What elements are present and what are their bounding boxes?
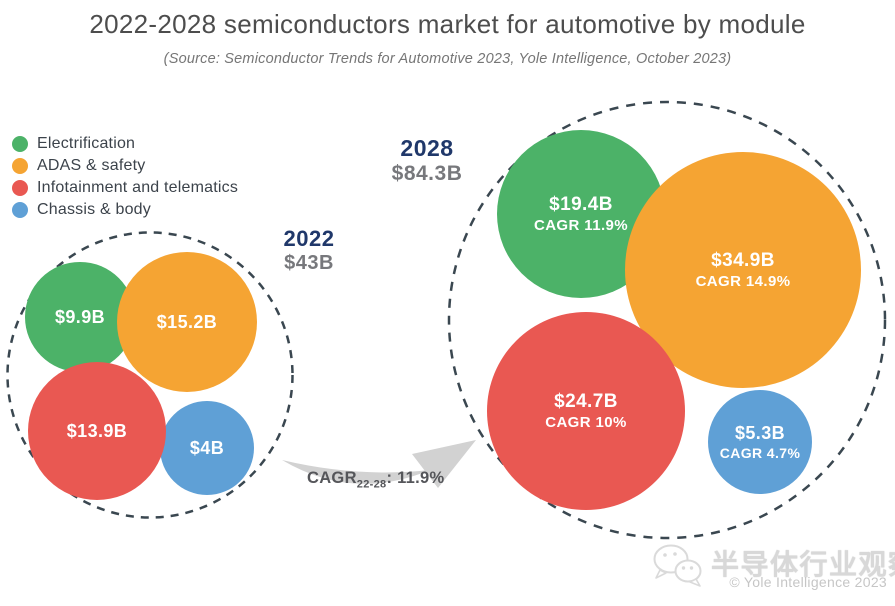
bubble-cagr: CAGR 11.9% — [533, 216, 629, 234]
legend-dot-electrification-icon — [12, 136, 28, 152]
legend-item-infotainment: Infotainment and telematics — [12, 177, 238, 199]
growth-arrow-icon — [282, 440, 476, 488]
chart-source-subtitle: (Source: Semiconductor Trends for Automo… — [163, 51, 732, 67]
bubble-2022-infotainment: $13.9B — [28, 362, 166, 500]
bubble-value: $13.9B — [66, 420, 128, 441]
legend-label: Chassis & body — [37, 201, 151, 218]
legend-dot-infotainment-icon — [12, 180, 28, 196]
legend-item-chassis-body: Chassis & body — [12, 199, 238, 221]
bubble-cagr: CAGR 4.7% — [719, 444, 801, 461]
total-2028: $84.3B — [391, 162, 463, 185]
legend-label: Infotainment and telematics — [37, 179, 239, 196]
legend-dot-adas-safety-icon — [12, 158, 28, 174]
cluster-2022-boundary — [6, 231, 294, 519]
bubble-value: $15.2B — [156, 311, 218, 332]
cagr-value: : 11.9% — [386, 469, 445, 487]
total-2022: $43B — [284, 252, 334, 274]
legend-label: Electrification — [37, 135, 136, 152]
cluster-2028-boundary — [447, 100, 887, 540]
bubble-2028-infotainment: $24.7B CAGR 10% — [487, 312, 685, 510]
cluster-2022-label: 2022 $43B — [266, 226, 352, 275]
copyright-text: © Yole Intelligence 2023 — [729, 574, 887, 590]
bubble-cagr: CAGR 14.9% — [695, 272, 791, 290]
bubble-2028-adas-safety: $34.9B CAGR 14.9% — [625, 152, 861, 388]
legend-item-adas-safety: ADAS & safety — [12, 155, 238, 177]
year-2028: 2028 — [400, 135, 454, 161]
bubble-value: $24.7B — [554, 390, 618, 412]
chart-title: 2022-2028 semiconductors market for auto… — [89, 9, 806, 39]
cluster-2028-label: 2028 $84.3B — [379, 135, 475, 186]
bubble-value: $9.9B — [54, 306, 106, 327]
bubble-2022-adas-safety: $15.2B — [117, 252, 257, 392]
bubble-value: $19.4B — [549, 193, 613, 215]
legend-dot-chassis-body-icon — [12, 202, 28, 218]
bubble-2028-chassis-body: $5.3B CAGR 4.7% — [708, 390, 812, 494]
cagr-annotation: CAGR22-28: 11.9% — [307, 469, 445, 490]
bubble-value: $34.9B — [711, 249, 775, 271]
bubble-cagr: CAGR 10% — [545, 413, 627, 431]
bubble-value: $5.3B — [734, 423, 786, 443]
wechat-icon — [653, 544, 702, 587]
cagr-subscript: 22-28 — [356, 478, 387, 491]
legend: Electrification ADAS & safety Infotainme… — [12, 133, 238, 221]
legend-label: ADAS & safety — [37, 157, 146, 174]
bubble-2022-electrification: $9.9B — [25, 262, 135, 372]
bubble-value: $4B — [189, 437, 225, 458]
bubble-2022-chassis-body: $4B — [160, 401, 254, 495]
legend-item-electrification: Electrification — [12, 133, 238, 155]
bubble-2028-electrification: $19.4B CAGR 11.9% — [497, 130, 665, 298]
cagr-prefix: CAGR — [307, 469, 357, 487]
watermark-wechat-name: 半导体行业观察 — [711, 549, 895, 580]
year-2022: 2022 — [283, 226, 335, 251]
